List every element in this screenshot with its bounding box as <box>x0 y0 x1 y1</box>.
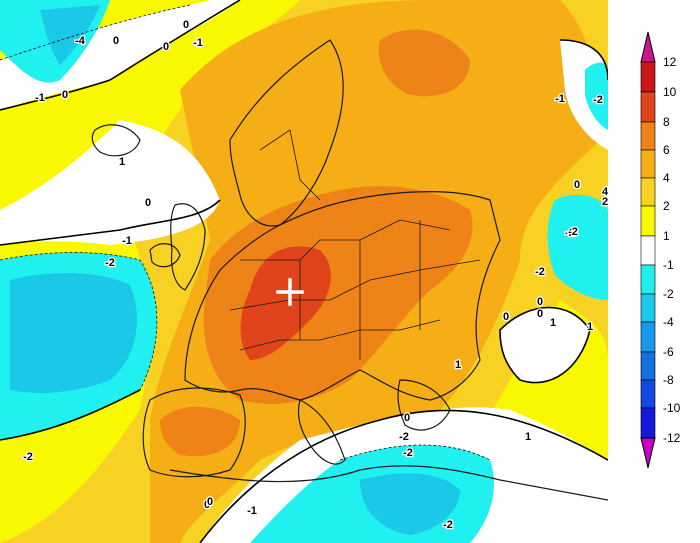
contour-label: -2 <box>593 94 603 106</box>
contour-label: 0 <box>207 496 213 508</box>
contour-label: -2 <box>403 447 413 459</box>
legend-tick-label: 4 <box>663 171 670 185</box>
contour-lines-dashed <box>0 4 491 461</box>
legend-swatch <box>640 61 656 93</box>
zone-blue-greenland <box>40 5 100 65</box>
legend-tick-label: 8 <box>663 115 670 129</box>
contour-label: -4 <box>75 35 86 47</box>
contour-label: 1 <box>455 359 461 371</box>
contour-label: -2 <box>399 431 409 443</box>
zone-orange-6-spain <box>160 406 240 457</box>
contour-label: -2 <box>105 257 115 269</box>
contour-label: -2 <box>568 226 578 238</box>
legend-swatch <box>640 351 656 381</box>
coastlines <box>91 39 608 501</box>
legend-tick-label: -4 <box>663 315 674 329</box>
contour-label: 0 <box>574 179 580 191</box>
legend-tick-label: -12 <box>663 431 681 445</box>
contour-label: 0 <box>503 311 509 323</box>
borders <box>229 129 481 360</box>
legend-swatch <box>640 205 656 237</box>
contour-label: 0 <box>183 19 189 31</box>
contour-label: 1 <box>119 156 125 168</box>
contour-label: -1 <box>122 235 132 247</box>
legend-tick-label: -1 <box>663 258 674 272</box>
legend-tick-label: 12 <box>663 55 677 69</box>
legend-tick-label: 1 <box>663 229 670 243</box>
contour-label: 0 <box>113 35 119 47</box>
zone-cyan-ne-corner <box>585 62 608 130</box>
contour-label: -2 <box>565 227 575 239</box>
zone-orange-6-ne <box>378 29 470 97</box>
legend-swatch <box>640 121 656 151</box>
contour-label: -2 <box>443 519 453 531</box>
legend-arrow-top <box>640 31 656 63</box>
contour-label: 2 <box>602 196 608 208</box>
zone-red-8 <box>240 246 331 360</box>
zone-blue-atlantic <box>10 273 138 393</box>
contour-label: 0 <box>62 89 68 101</box>
contour-label: -2 <box>23 451 33 463</box>
contour-label: -1 <box>247 505 257 517</box>
legend-swatch <box>640 177 656 207</box>
legend-arrow-bottom <box>640 437 656 469</box>
legend-swatch <box>640 91 656 123</box>
zone-cyan-russia <box>547 194 608 300</box>
contour-label: 0 <box>404 412 410 424</box>
contour-label: 1 <box>587 321 593 333</box>
contour-label: 0 <box>145 197 151 209</box>
contour-lines <box>0 0 608 543</box>
legend-tick-label: -2 <box>663 287 674 301</box>
contour-label: 0 <box>537 296 543 308</box>
legend-tick-label: -10 <box>663 401 681 415</box>
contour-label: 4 <box>602 186 608 198</box>
contour-label: -2 <box>535 266 545 278</box>
legend-tick-label: -8 <box>663 373 674 387</box>
contour-label: -1 <box>555 93 565 105</box>
legend-swatch <box>640 235 656 266</box>
zone-white-nw <box>0 0 240 110</box>
legend-swatch <box>640 264 656 295</box>
location-marker-icon <box>276 278 304 306</box>
contour-label: 1 <box>550 317 556 329</box>
zone-white-east <box>500 307 590 383</box>
legend-tick-label: -6 <box>663 345 674 359</box>
legend-swatch <box>640 407 656 439</box>
legend-swatch <box>640 149 656 179</box>
legend-tick-label: 10 <box>663 85 677 99</box>
legend-swatch <box>640 379 656 409</box>
contour-label: 0 <box>204 499 210 511</box>
contour-label: -1 <box>193 37 203 49</box>
zone-white-atlantic <box>0 120 220 245</box>
legend-swatch <box>640 321 656 353</box>
legend-swatch <box>640 293 656 323</box>
contour-label: 0 <box>537 308 543 320</box>
color-legend: 12 10 8 6 4 2 1 -1 -2 -4 -6 -8 -10 -12 <box>608 0 700 543</box>
contour-label: 0 <box>163 41 169 53</box>
legend-tick-label: 6 <box>663 143 670 157</box>
legend-tick-label: 2 <box>663 199 670 213</box>
contour-label: -1 <box>35 92 45 104</box>
zone-blue-africa <box>360 473 460 535</box>
contour-label: 1 <box>525 431 531 443</box>
